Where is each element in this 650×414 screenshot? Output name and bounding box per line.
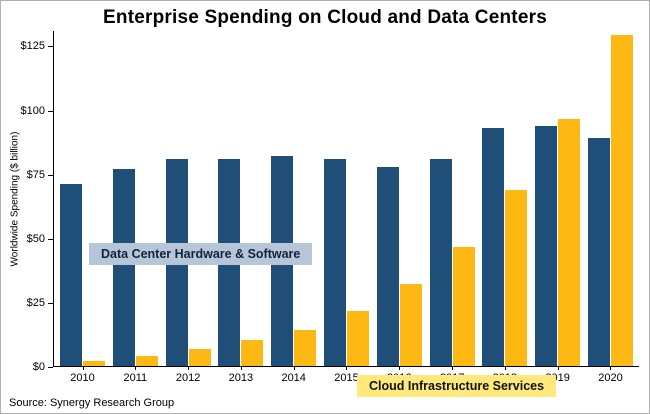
bar xyxy=(376,166,399,366)
bar-group-2019: 2019 xyxy=(535,31,581,384)
y-axis-tick xyxy=(48,367,53,368)
y-tick-label: $100 xyxy=(20,104,45,117)
plot-area: 2010 2011 2012 2013 2014 2015 2016201720182019… xyxy=(53,31,639,384)
annotation-cloud-services-label: Cloud Infrastructure Services xyxy=(357,375,557,397)
x-axis-tick xyxy=(557,366,559,370)
y-axis-tick xyxy=(48,238,53,240)
bar xyxy=(112,169,135,366)
bar xyxy=(535,125,558,366)
annotation-data-center-label: Data Center Hardware & Software xyxy=(89,243,313,265)
x-axis-tick xyxy=(610,366,612,370)
x-tick-label: 2014 xyxy=(281,372,306,384)
x-axis-tick xyxy=(240,366,242,370)
y-tick-label: $75 xyxy=(26,168,45,181)
bar xyxy=(399,284,422,366)
bar xyxy=(323,158,346,366)
bar-group-2015: 2015 xyxy=(323,31,369,384)
bar-group-2014: 2014 xyxy=(271,31,317,384)
x-tick-label: 2010 xyxy=(70,372,95,384)
bar-group-2010: 2010 xyxy=(60,31,105,384)
bar xyxy=(558,119,581,366)
page-title: Enterprise Spending on Cloud and Data Ce… xyxy=(103,7,547,28)
x-tick-label: 2013 xyxy=(228,372,254,384)
bar-group-2013: 2013 xyxy=(218,31,264,384)
y-axis-label: Worldwide Spending ($ billion) xyxy=(9,131,21,267)
x-axis-tick xyxy=(399,366,401,370)
x-axis-tick xyxy=(346,366,348,370)
bar xyxy=(482,128,505,366)
y-tick-label: $125 xyxy=(20,40,45,53)
bar xyxy=(452,247,475,366)
x-axis-tick xyxy=(135,366,137,370)
bar-group-2012: 2012 xyxy=(165,31,211,384)
y-axis-tick xyxy=(48,110,53,112)
y-tick-label: $25 xyxy=(26,296,45,309)
source-text: Source: Synergy Research Group xyxy=(9,397,175,409)
bar xyxy=(135,355,158,366)
x-axis-tick xyxy=(188,366,190,370)
bar-group-2011: 2011 xyxy=(112,31,158,384)
bar xyxy=(610,34,633,366)
x-tick-label: 2011 xyxy=(123,372,148,384)
bar xyxy=(346,311,369,366)
bar xyxy=(429,158,452,366)
x-tick-label: 2020 xyxy=(598,372,623,384)
bar xyxy=(83,360,105,366)
x-axis-tick xyxy=(504,366,506,370)
y-axis-tick xyxy=(48,174,53,176)
bar-group-2017: 2017 xyxy=(429,31,475,384)
y-axis-tick xyxy=(48,46,53,48)
bar xyxy=(60,184,82,366)
x-axis-tick xyxy=(82,366,84,370)
x-tick-label: 2012 xyxy=(175,372,201,384)
bar xyxy=(505,189,528,366)
x-axis-tick xyxy=(293,366,295,370)
y-tick-label: $0 xyxy=(32,361,45,373)
bar xyxy=(188,349,211,366)
y-axis-tick xyxy=(48,302,53,304)
bar-group-2020: 2020 xyxy=(587,31,633,384)
y-tick-label: $50 xyxy=(26,232,45,245)
bar-group-2018: 2018 xyxy=(482,31,528,384)
bar-group-2016: 2016 xyxy=(376,31,422,384)
x-tick-label: 2015 xyxy=(334,372,359,384)
bar xyxy=(587,138,610,366)
bar xyxy=(294,330,317,366)
bar xyxy=(241,340,264,366)
x-axis-tick xyxy=(452,366,454,370)
